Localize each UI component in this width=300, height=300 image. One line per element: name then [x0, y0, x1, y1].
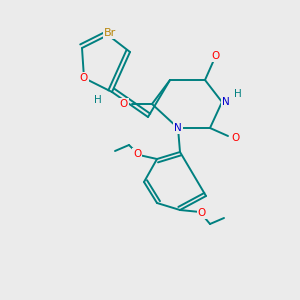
Text: H: H	[94, 95, 102, 105]
Text: N: N	[174, 123, 182, 133]
Text: O: O	[211, 51, 219, 61]
Text: O: O	[133, 149, 141, 159]
Text: N: N	[222, 97, 230, 107]
Text: Br: Br	[104, 28, 116, 38]
Text: O: O	[231, 133, 239, 143]
Text: H: H	[234, 89, 242, 99]
Text: O: O	[80, 73, 88, 83]
Text: O: O	[198, 208, 206, 218]
Text: O: O	[120, 99, 128, 109]
